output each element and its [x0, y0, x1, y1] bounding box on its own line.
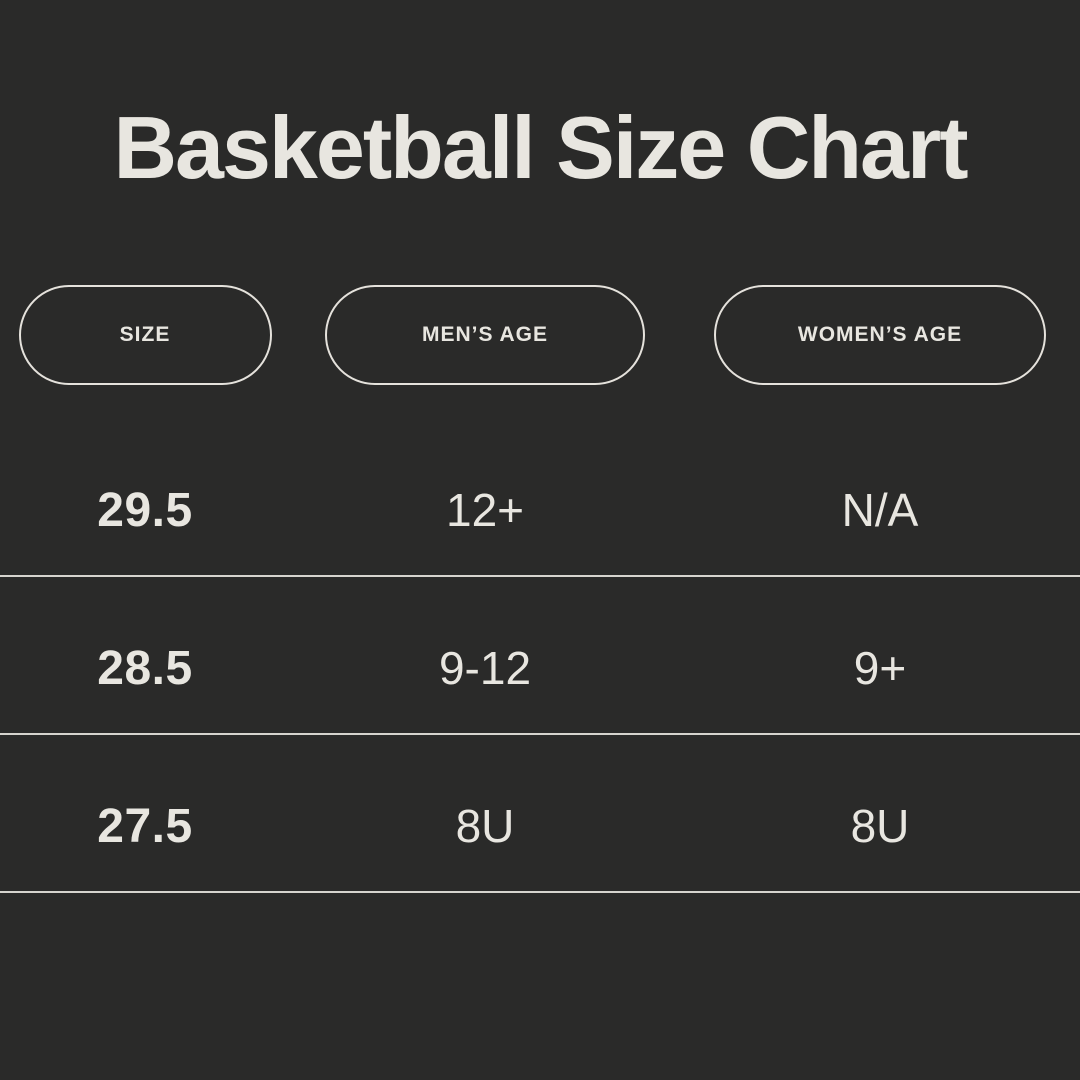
- cell-size: 29.5: [97, 483, 193, 537]
- column-header-mens-age: MEN’S AGE: [325, 285, 645, 385]
- cell-mens-age: 12+: [445, 484, 525, 536]
- cell-size: 27.5: [97, 799, 193, 853]
- page-title: Basketball Size Chart: [113, 98, 969, 197]
- table-row: 28.5 9-12 9+: [0, 577, 1080, 735]
- table-body: 29.5 12+ N/A 28.5 9-12 9+ 27.5 8U 8U: [0, 419, 1080, 893]
- cell-womens-age: 8U: [850, 800, 910, 852]
- table-header-row: SIZE MEN’S AGE WOMEN’S AGE: [0, 285, 1080, 385]
- cell-mens-age: 9-12: [438, 642, 532, 694]
- column-header-size: SIZE: [18, 285, 272, 385]
- cell-mens-age: 8U: [455, 800, 515, 852]
- cell-womens-age: N/A: [841, 484, 919, 536]
- cell-womens-age: 9+: [853, 642, 907, 694]
- column-header-womens-age: WOMEN’S AGE: [714, 285, 1046, 385]
- table-row: 27.5 8U 8U: [0, 735, 1080, 893]
- table-row: 29.5 12+ N/A: [0, 419, 1080, 577]
- cell-size: 28.5: [97, 641, 193, 695]
- size-table: SIZE MEN’S AGE WOMEN’S AGE 29.5 12+ N/A …: [0, 285, 1080, 893]
